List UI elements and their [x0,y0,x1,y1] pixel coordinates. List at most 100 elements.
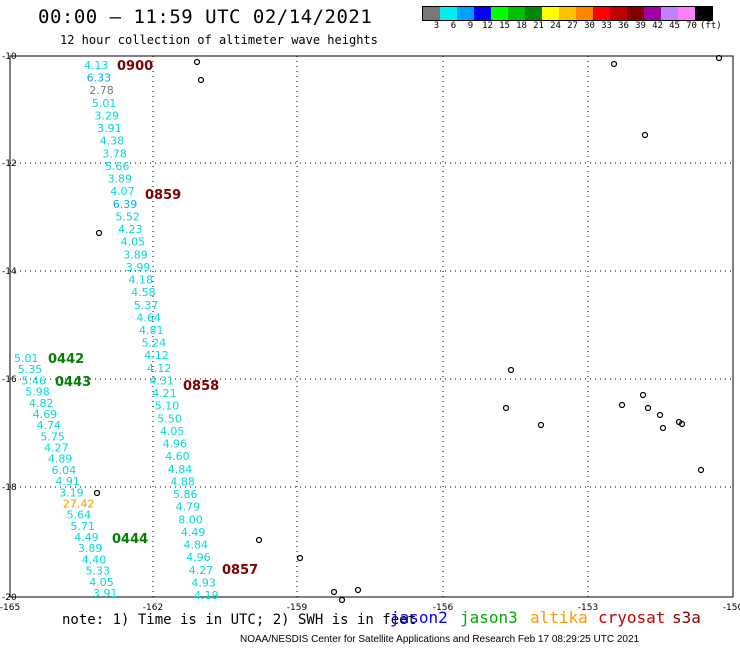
swh-value: 5.66 [105,160,130,173]
footer-credit: NOAA/NESDIS Center for Satellite Applica… [240,634,640,645]
island-outline [644,404,652,412]
island-outline [507,366,515,374]
colorbar-label: 27 [567,21,578,31]
colorbar-swatch [457,7,474,20]
swh-value: 8.00 [178,513,203,526]
swh-value: 3.19 [59,486,83,499]
swh-value: 5.75 [40,430,64,443]
swh-value: 5.50 [157,412,182,425]
colorbar-swatch [508,7,525,20]
altimeter-passes: 4.136.332.785.013.293.914.383.785.663.89… [14,59,219,602]
pass-time-label: 0859 [145,188,181,203]
swh-value: 4.96 [186,551,211,564]
swh-value: 3.89 [108,173,133,186]
y-tick-label: -20 [2,593,17,603]
swh-value: 5.35 [18,363,42,376]
swh-value: 4.96 [163,438,188,451]
swh-value: 5.01 [92,97,117,110]
colorbar-swatch [542,7,559,20]
island-outline [610,60,618,68]
island-outline [678,420,686,428]
island-outline [641,131,649,139]
swh-value: 6.33 [87,72,112,85]
colorbar-label: 45 [669,21,680,31]
pass-time-label: 0442 [48,352,84,367]
swh-value: 4.27 [44,442,69,455]
pass-time-labels: 0900 0859 0858 0857 0442 0443 0444 [48,59,258,578]
island-outline [697,466,705,474]
swh-value: 3.91 [97,122,122,135]
island-outline [354,586,362,594]
swh-value: 4.60 [165,450,190,463]
island-outline [338,596,346,604]
swh-value: 4.23 [118,223,143,236]
swh-value: 4.05 [160,425,185,438]
colorbar-swatch [610,7,627,20]
swh-value: 4.49 [181,526,206,539]
colorbar-swatch [474,7,491,20]
swh-value: 4.12 [147,362,172,375]
pass-time-label: 0443 [55,375,91,390]
colorbar-label: 15 [499,21,510,31]
swh-value: 4.58 [131,286,156,299]
swh-value: 3.89 [123,248,147,261]
swh-value: 5.01 [14,352,39,365]
x-tick-label: -162 [143,603,163,613]
swh-value: 4.05 [89,576,114,589]
island-outline [715,54,723,62]
footer-note: note: 1) Time is in UTC; 2) SWH is in fe… [62,612,417,628]
colorbar-label: 12 [482,21,493,31]
swh-value: 4.49 [74,531,99,544]
island-outline [618,401,626,409]
colorbar-swatch [559,7,576,20]
swh-value: 4.89 [48,453,73,466]
colorbar-swatch [678,7,695,20]
swh-value: 4.88 [170,475,195,488]
swh-value: 4.69 [33,408,58,421]
swh-value: 27.42 [63,497,95,510]
y-tick-label: -12 [2,159,17,169]
legend-mission: jason3 [460,608,518,627]
island-outline [296,554,304,562]
swh-value: 4.93 [191,576,216,589]
swh-value: 3.99 [126,261,150,274]
colorbar-label: (ft) [700,21,722,31]
swh-value: 4.07 [110,185,135,198]
colorbar-label: 24 [550,21,561,31]
swh-value: 5.37 [134,299,159,312]
colorbar-swatch [593,7,610,20]
x-tick-label: -165 [0,603,20,613]
colorbar-label: 30 [584,21,595,31]
colorbar-swatch [627,7,644,20]
swh-value: 4.79 [176,501,201,514]
swh-value: 6.39 [113,198,138,211]
swh-value: 4.31 [149,374,174,387]
pass-time-label: 0444 [112,532,148,547]
swh-value: 4.74 [37,419,62,432]
y-tick-label: -14 [2,267,17,277]
colorbar-label: 21 [533,21,544,31]
swh-value: 3.89 [78,542,103,555]
island-outline [639,391,647,399]
island-outline [537,421,545,429]
island-outline [656,411,664,419]
swh-value: 4.18 [129,274,154,287]
legend-mission: altika [530,608,588,627]
swh-value: 5.52 [115,210,140,223]
axis-ticks: -165 -162 -159 -156 -153 -150 -10 -12 -14 -16 -18 -… [0,52,740,613]
colorbar-label: 18 [516,21,527,31]
colorbar-label: 70 [686,21,697,31]
swh-value: 4.12 [144,349,169,362]
colorbar-label: 39 [635,21,646,31]
colorbar-swatch [525,7,542,20]
swh-value: 4.05 [121,236,145,249]
colorbar-swatch [644,7,661,20]
swh-value: 6.04 [52,464,77,477]
swh-value: 5.64 [67,509,92,522]
map-frame [9,55,734,598]
pass-time-label: 0900 [117,59,153,74]
colorbar-swatch [423,7,440,20]
map-grid [10,56,733,597]
map-border [9,55,734,598]
swh-value: 4.40 [82,553,107,566]
